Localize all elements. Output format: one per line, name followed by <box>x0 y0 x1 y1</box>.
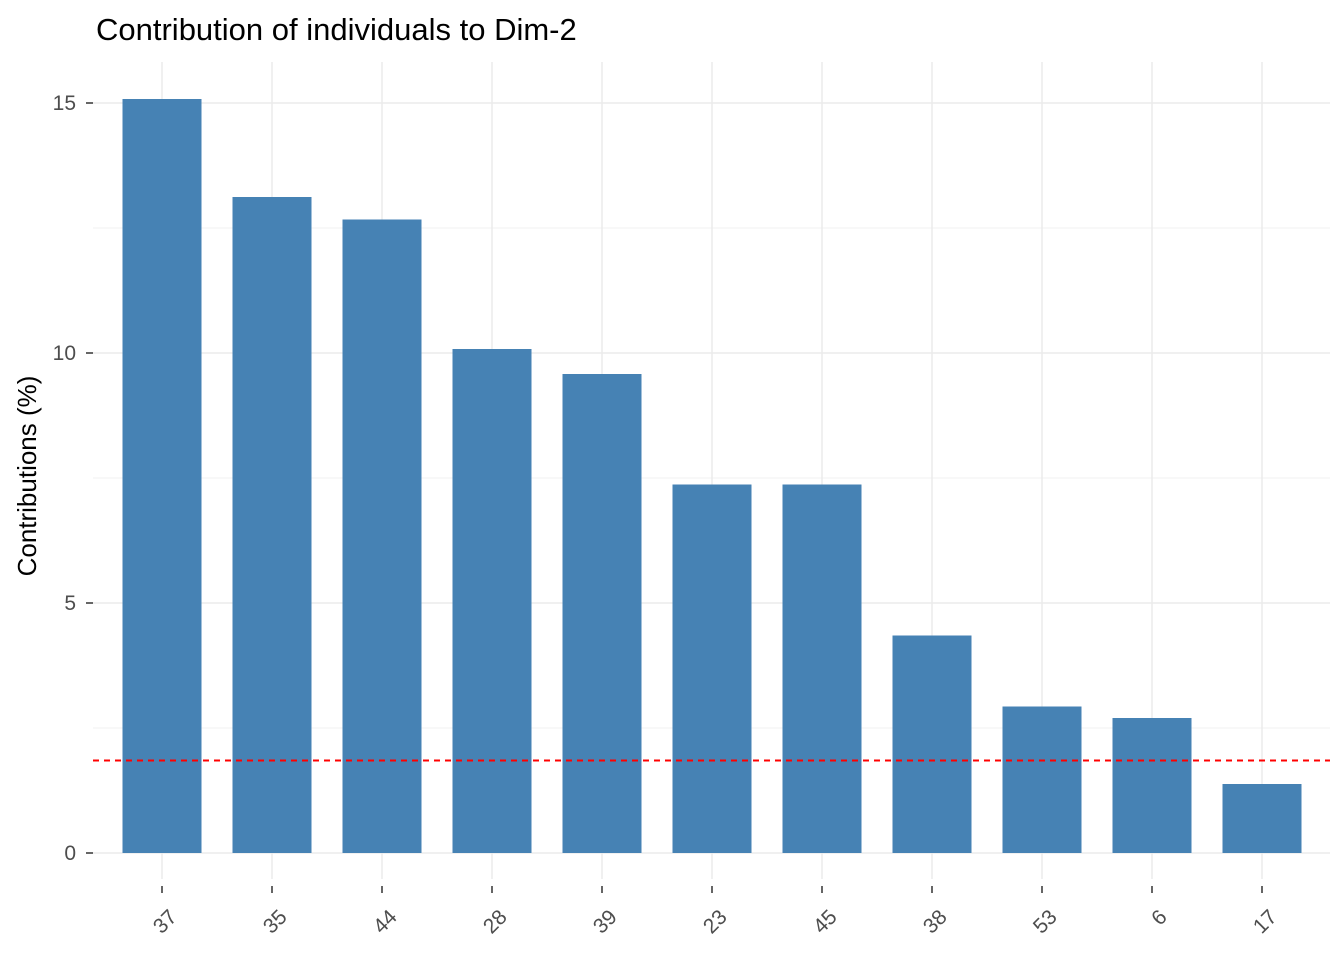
x-tick-label: 37 <box>149 905 182 938</box>
bar-53 <box>1002 706 1082 853</box>
bar-37 <box>122 99 202 853</box>
x-tick-label: 38 <box>919 905 952 938</box>
y-tick-label: 15 <box>53 92 76 115</box>
x-tick-label: 39 <box>589 905 622 938</box>
x-tick-label: 35 <box>259 905 292 938</box>
x-tick-label: 23 <box>699 905 732 938</box>
bar-44 <box>342 219 422 853</box>
y-tick-label: 10 <box>53 342 76 365</box>
x-tick-label: 17 <box>1249 905 1282 938</box>
x-tick-label: 44 <box>369 905 402 938</box>
bar-6 <box>1112 718 1192 853</box>
bars <box>122 99 1302 853</box>
y-tick-label: 5 <box>64 592 76 615</box>
bar-23 <box>672 484 752 853</box>
y-axis-label: Contributions (%) <box>12 376 42 577</box>
bar-45 <box>782 484 862 853</box>
x-tick-label: 45 <box>809 905 842 938</box>
x-tick-label: 6 <box>1147 905 1172 930</box>
bar-28 <box>452 349 532 853</box>
chart-title: Contribution of individuals to Dim-2 <box>96 12 577 47</box>
x-tick-label: 28 <box>479 905 512 938</box>
bar-17 <box>1222 784 1302 853</box>
x-tick-label: 53 <box>1029 905 1062 938</box>
y-tick-label: 0 <box>64 842 76 865</box>
bar-39 <box>562 374 642 853</box>
bar-35 <box>232 197 312 853</box>
bar-38 <box>892 635 972 853</box>
